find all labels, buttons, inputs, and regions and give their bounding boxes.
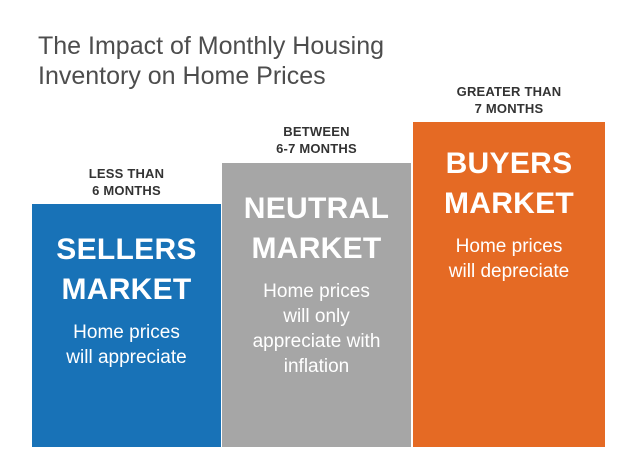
neutral-market-heading: NEUTRAL MARKET — [222, 189, 411, 269]
range-label-line: BETWEEN — [283, 124, 350, 139]
range-label-sellers: LESS THAN 6 MONTHS — [32, 165, 221, 199]
range-label-line: LESS THAN — [88, 166, 165, 181]
heading-line: NEUTRAL — [243, 192, 390, 225]
heading-line: MARKET — [61, 273, 192, 306]
range-label-buyers: GREATER THAN 7 MONTHS — [413, 83, 605, 117]
heading-line: MARKET — [251, 232, 382, 265]
range-label-line: 6 MONTHS — [92, 183, 161, 198]
description-line: appreciate with — [252, 331, 381, 352]
sellers-market-heading: SELLERS MARKET — [32, 230, 221, 310]
heading-line: SELLERS — [56, 233, 197, 266]
title-line-2: Inventory on Home Prices — [38, 62, 326, 90]
description-line: inflation — [283, 356, 350, 377]
range-label-line: 7 MONTHS — [474, 101, 544, 116]
description-line: will only — [283, 306, 350, 327]
title-line-1: The Impact of Monthly Housing — [38, 32, 384, 60]
sellers-market-block: SELLERS MARKET Home prices will apprecia… — [32, 204, 221, 447]
sellers-market-description: Home prices will appreciate — [32, 320, 221, 370]
heading-line: BUYERS — [445, 147, 573, 180]
range-label-line: 6-7 MONTHS — [276, 141, 357, 156]
heading-line: MARKET — [443, 187, 575, 220]
description-line: Home prices — [455, 236, 563, 257]
description-line: Home prices — [263, 281, 370, 302]
description-line: Home prices — [73, 322, 180, 343]
range-label-line: GREATER THAN — [456, 84, 562, 99]
range-label-neutral: BETWEEN 6-7 MONTHS — [222, 123, 411, 157]
page-title: The Impact of Monthly Housing Inventory … — [38, 31, 384, 91]
description-line: will appreciate — [66, 347, 187, 368]
buyers-market-description: Home prices will depreciate — [413, 234, 605, 284]
buyers-market-block: BUYERS MARKET Home prices will depreciat… — [413, 122, 605, 447]
buyers-market-heading: BUYERS MARKET — [413, 144, 605, 224]
description-line: will depreciate — [448, 261, 570, 282]
neutral-market-block: NEUTRAL MARKET Home prices will only app… — [222, 163, 411, 447]
neutral-market-description: Home prices will only appreciate with in… — [222, 279, 411, 379]
